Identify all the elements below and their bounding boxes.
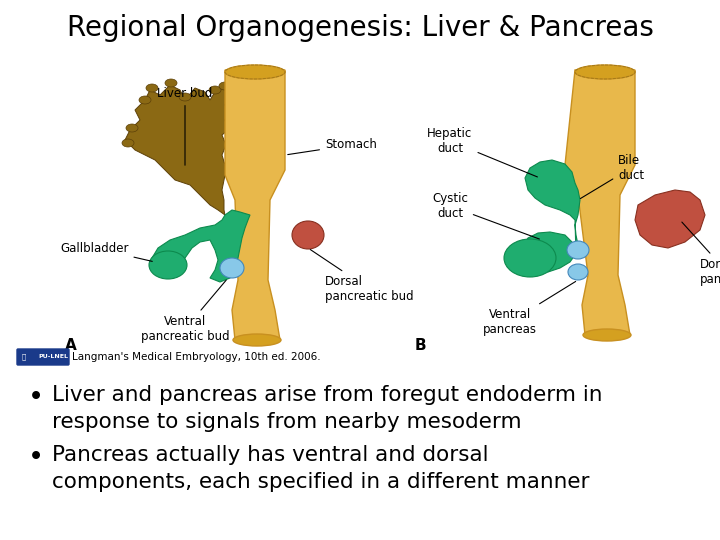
Polygon shape — [635, 190, 705, 248]
Polygon shape — [125, 85, 230, 215]
Text: Regional Organogenesis: Liver & Pancreas: Regional Organogenesis: Liver & Pancreas — [66, 14, 654, 42]
Ellipse shape — [225, 65, 285, 79]
FancyBboxPatch shape — [17, 349, 69, 365]
Ellipse shape — [575, 65, 635, 79]
Ellipse shape — [149, 251, 187, 279]
Ellipse shape — [122, 139, 134, 147]
Text: Cystic
duct: Cystic duct — [432, 192, 539, 239]
Ellipse shape — [504, 239, 556, 277]
Text: •: • — [28, 445, 44, 471]
Ellipse shape — [567, 241, 589, 259]
Text: Ⓟ: Ⓟ — [22, 354, 26, 360]
Ellipse shape — [209, 86, 221, 94]
Ellipse shape — [139, 96, 151, 104]
Polygon shape — [225, 70, 285, 340]
Text: A: A — [65, 338, 77, 353]
Ellipse shape — [292, 221, 324, 249]
Ellipse shape — [220, 258, 244, 278]
Ellipse shape — [126, 124, 138, 132]
Polygon shape — [522, 160, 580, 272]
Text: Bile
duct: Bile duct — [580, 154, 644, 199]
Text: Pancreas actually has ventral and dorsal: Pancreas actually has ventral and dorsal — [52, 445, 488, 465]
Ellipse shape — [233, 334, 281, 346]
Text: Ventral
pancreatic bud: Ventral pancreatic bud — [140, 280, 229, 343]
Text: Dorsal
pancreatic bud: Dorsal pancreatic bud — [310, 249, 413, 303]
Ellipse shape — [583, 329, 631, 341]
Ellipse shape — [568, 264, 588, 280]
Ellipse shape — [179, 93, 191, 101]
Text: Liver and pancreas arise from foregut endoderm in: Liver and pancreas arise from foregut en… — [52, 385, 603, 405]
Text: Hepatic
duct: Hepatic duct — [428, 127, 537, 177]
Text: response to signals from nearby mesoderm: response to signals from nearby mesoderm — [52, 412, 521, 432]
Ellipse shape — [219, 82, 231, 90]
Text: PU-LNEL: PU-LNEL — [38, 354, 68, 360]
Text: Ventral
pancreas: Ventral pancreas — [483, 281, 575, 336]
Text: •: • — [28, 385, 44, 411]
Text: Liver bud: Liver bud — [157, 87, 212, 165]
Polygon shape — [565, 70, 635, 335]
Text: Stomach: Stomach — [288, 138, 377, 154]
Text: Dorsal
pancreas: Dorsal pancreas — [682, 222, 720, 286]
Ellipse shape — [146, 84, 158, 92]
Text: components, each specified in a different manner: components, each specified in a differen… — [52, 472, 590, 492]
Text: Gallbladder: Gallbladder — [60, 241, 153, 261]
Text: B: B — [415, 338, 427, 353]
Ellipse shape — [165, 79, 177, 87]
Polygon shape — [152, 210, 250, 282]
Text: Langman's Medical Embryology, 10th ed. 2006.: Langman's Medical Embryology, 10th ed. 2… — [72, 352, 320, 362]
